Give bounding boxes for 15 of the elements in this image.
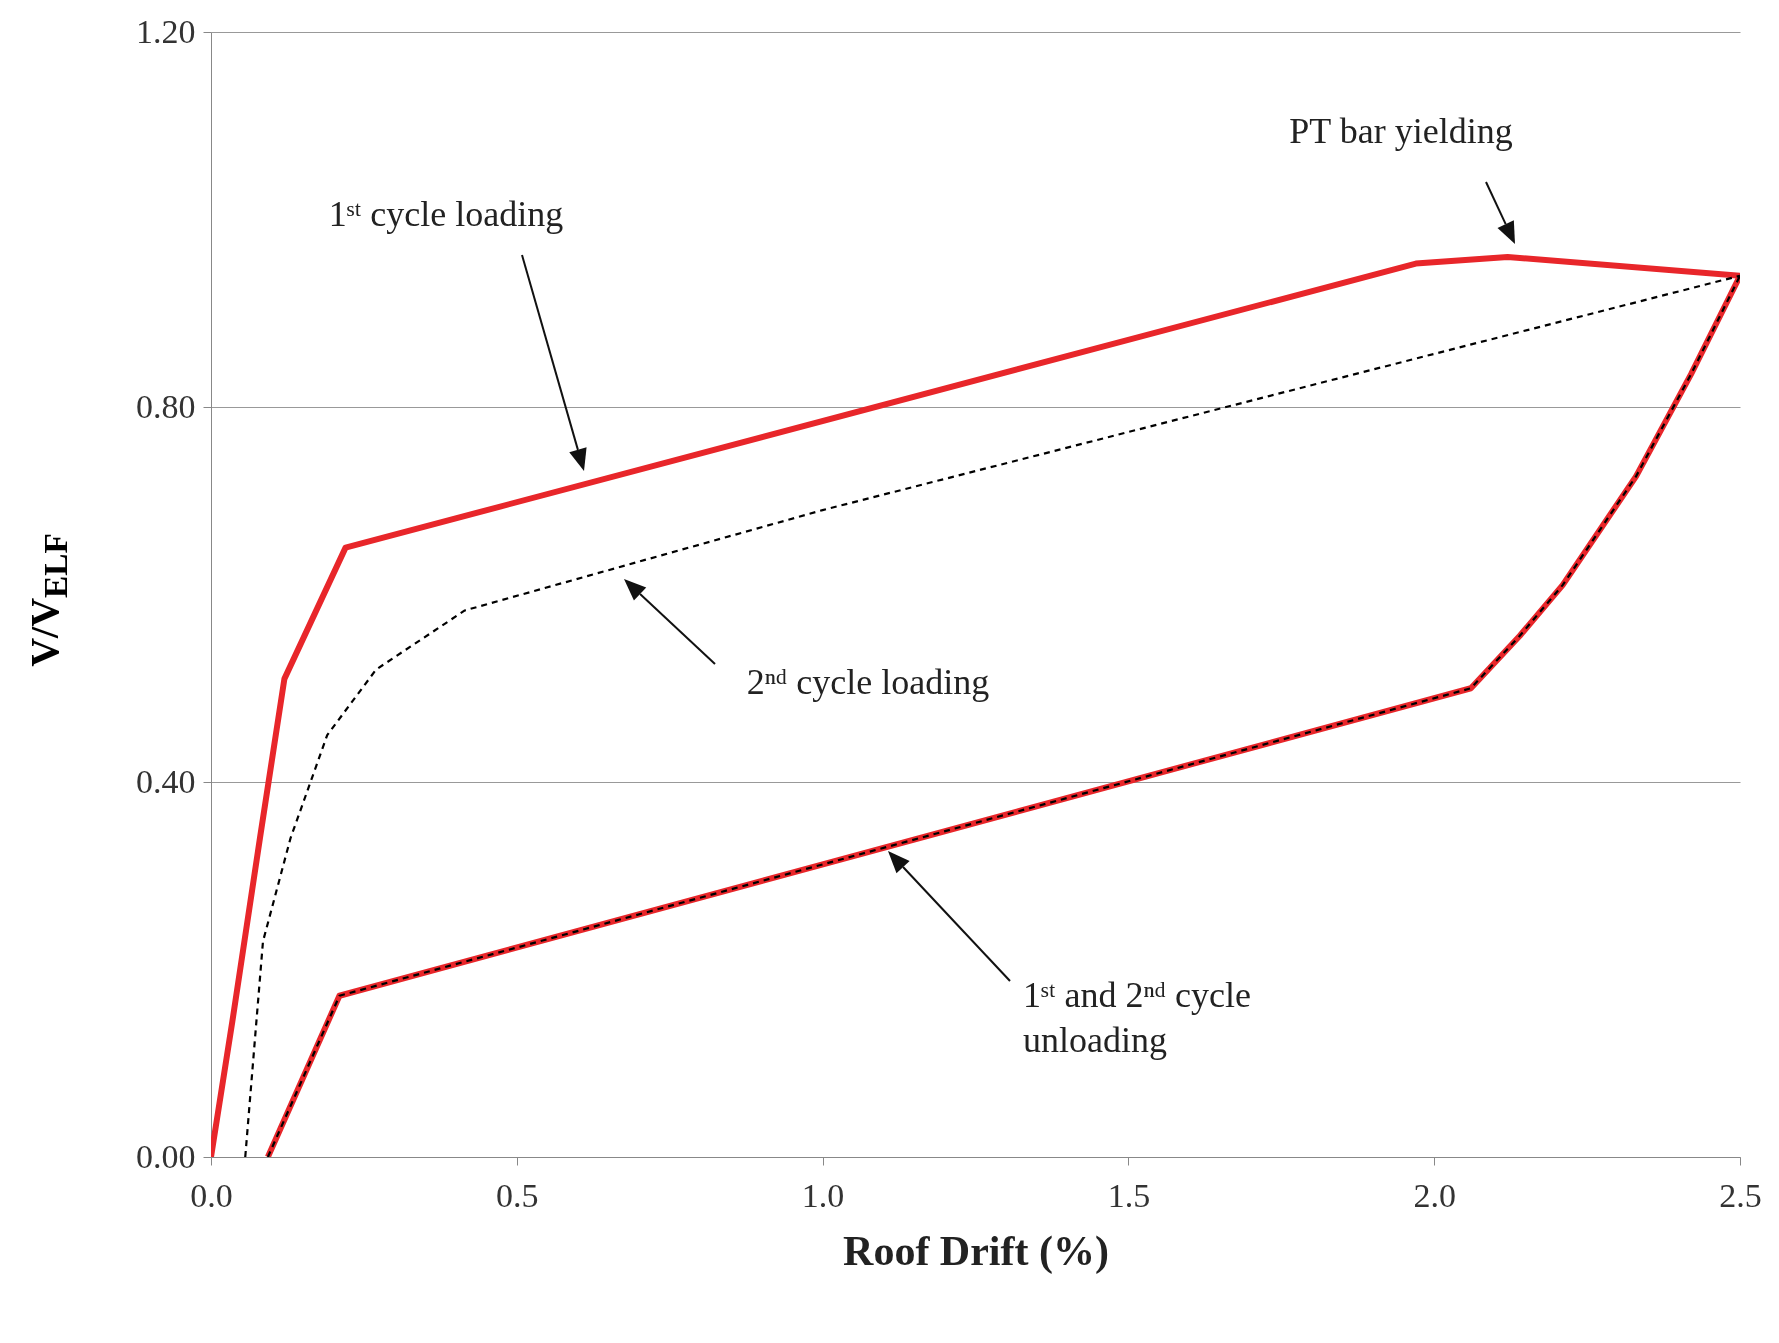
annotation: 2ⁿᵈ cycle loading: [746, 661, 990, 702]
y-tick-label: 0.00: [136, 1137, 196, 1175]
x-axis-title: Roof Drift (%): [843, 1227, 1109, 1275]
y-tick-label: 0.80: [136, 387, 196, 425]
y-tick-label: 1.20: [136, 12, 196, 50]
x-tick-label: 2.0: [1413, 1176, 1456, 1214]
annotation: 1ˢᵗ cycle loading: [328, 193, 564, 234]
y-tick-label: 0.40: [136, 762, 196, 800]
x-tick-label: 2.5: [1719, 1176, 1762, 1214]
x-tick-label: 0.0: [190, 1176, 233, 1214]
annotation: PT bar yielding: [1289, 110, 1513, 151]
x-tick-label: 0.5: [496, 1176, 539, 1214]
annotation: 1ˢᵗ and 2ⁿᵈ cycle unloading: [1023, 974, 1251, 1060]
x-tick-label: 1.5: [1107, 1176, 1151, 1214]
x-tick-label: 1.0: [801, 1176, 845, 1214]
